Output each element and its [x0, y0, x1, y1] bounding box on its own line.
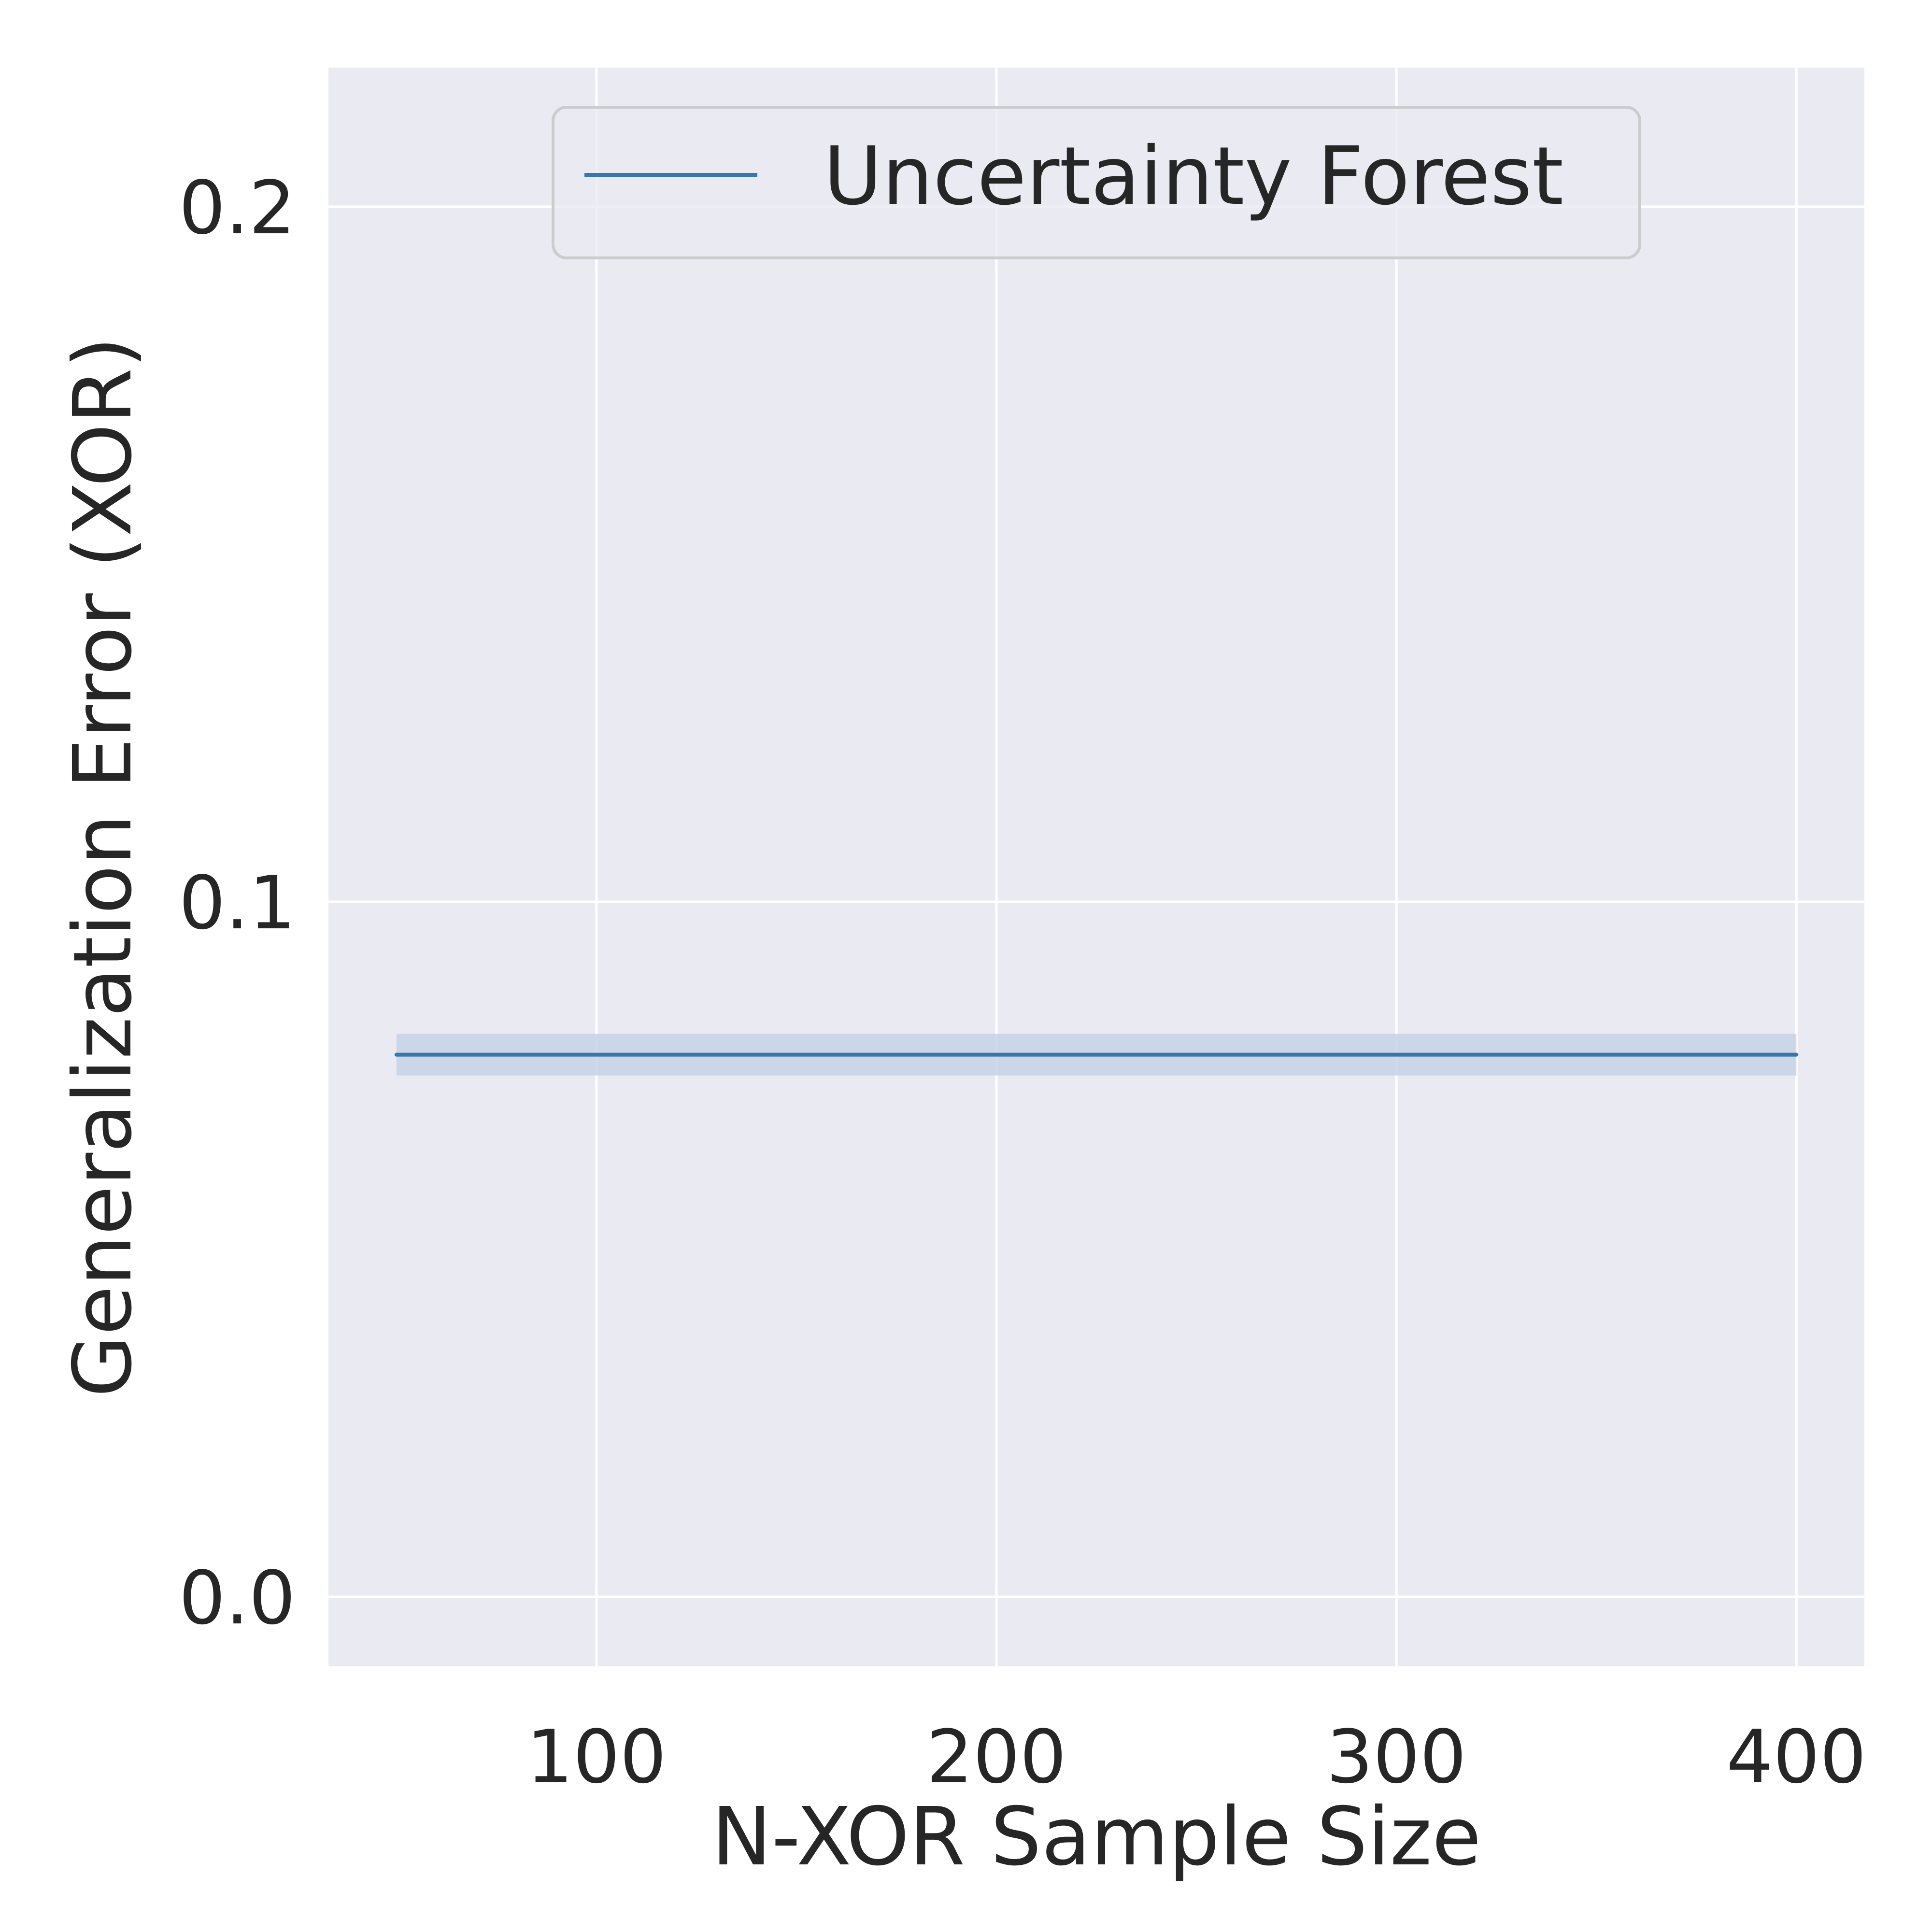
legend-label-uncertainty-forest: Uncertainty Forest — [824, 130, 1563, 223]
x-tick-labels: 100 200 300 400 — [526, 1714, 1867, 1800]
x-tick-label-200: 200 — [926, 1714, 1066, 1800]
legend: Uncertainty Forest — [552, 106, 1641, 259]
data-point-0-0 — [394, 1052, 398, 1057]
y-tick-labels: 0.0 0.1 0.2 — [179, 165, 296, 1641]
x-tick-label-100: 100 — [526, 1714, 667, 1800]
y-tick-label-0.2: 0.2 — [179, 165, 296, 251]
x-tick-label-300: 300 — [1326, 1714, 1466, 1800]
plot-area — [328, 68, 1864, 1666]
data-point-0-1 — [1794, 1052, 1799, 1057]
legend-box — [552, 106, 1641, 259]
x-axis-label: N-XOR Sample Size — [711, 1790, 1481, 1884]
y-tick-label-0.1: 0.1 — [179, 860, 296, 946]
x-tick-label-400: 400 — [1726, 1714, 1866, 1800]
y-axis-label: Generalization Error (XOR) — [57, 337, 150, 1397]
series-lines — [394, 1052, 1799, 1057]
y-tick-label-0.0: 0.0 — [179, 1555, 296, 1641]
